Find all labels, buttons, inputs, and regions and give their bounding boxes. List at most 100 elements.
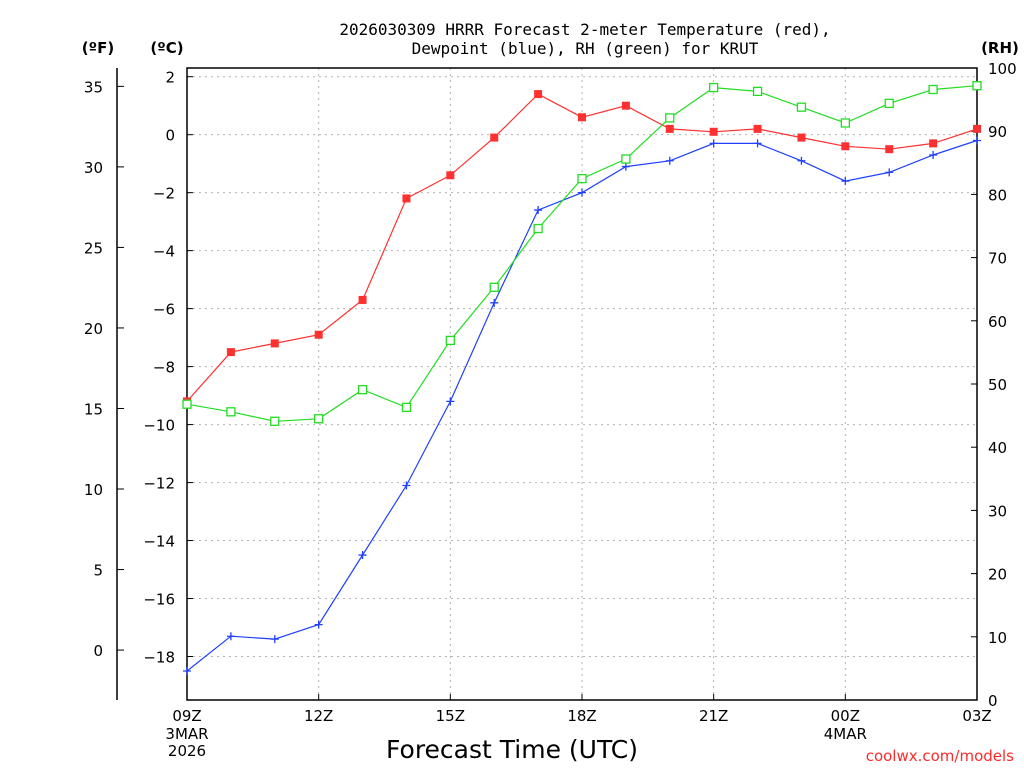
rh-point	[621, 154, 631, 164]
rh-tick-label: 70	[988, 250, 1007, 268]
rh-point	[972, 81, 982, 91]
rh-point	[840, 118, 850, 128]
rh-tick-label: 0	[988, 692, 998, 710]
fahrenheit-tick-label: 20	[84, 320, 103, 338]
fahrenheit-tick-label: 0	[93, 642, 103, 660]
rh-axis: 0 10 20 30 40 50 60 70 80 90 100	[971, 60, 1017, 710]
dewpoint-point	[446, 397, 455, 406]
dewpoint-point	[709, 139, 718, 148]
dewpoint-point	[578, 188, 586, 197]
rh-point	[314, 414, 324, 424]
rh-point	[270, 416, 280, 426]
dewpoint-point	[885, 168, 894, 177]
2-meter-temperature-point	[753, 124, 762, 133]
dewpoint-point	[270, 635, 279, 644]
rh-point	[665, 113, 675, 123]
dewpoint-point	[402, 481, 411, 490]
dewpoint-point	[226, 632, 235, 641]
series-2-meter-temperature	[183, 90, 981, 406]
time-tick-label: 18Z	[567, 707, 596, 725]
rh-point	[709, 82, 719, 93]
rh-tick-label: 80	[988, 186, 1007, 204]
rh-point	[357, 385, 368, 395]
rh-tick-label: 90	[988, 123, 1007, 141]
x-axis-title: Forecast Time (UTC)	[386, 735, 638, 764]
rh-point	[884, 98, 894, 109]
2-meter-temperature-point	[797, 133, 806, 142]
dewpoint-point	[753, 139, 762, 148]
rh-point	[533, 223, 543, 234]
fahrenheit-tick-label: 15	[84, 400, 103, 418]
time-tick-label: 12Z	[304, 707, 333, 725]
celsius-tick-label: −8	[153, 359, 175, 377]
rh-point	[226, 407, 236, 417]
dewpoint-point	[929, 150, 938, 159]
2-meter-temperature-point	[621, 101, 630, 110]
2-meter-temperature-point	[665, 124, 674, 133]
celsius-tick-label: −12	[143, 475, 175, 493]
fahrenheit-tick-label: 5	[93, 562, 103, 580]
series-layer	[182, 81, 982, 676]
celsius-tick-label: −10	[143, 417, 175, 435]
rh-point	[928, 84, 938, 95]
celsius-unit-label: (ºC)	[150, 39, 183, 57]
2-meter-temperature-point	[446, 171, 455, 180]
celsius-tick-label: −2	[153, 185, 175, 203]
celsius-tick-label: −14	[143, 533, 175, 551]
celsius-tick-label: −6	[153, 301, 175, 319]
time-tick-label: 15Z	[436, 707, 465, 725]
dewpoint-point	[841, 177, 850, 186]
rh-tick-label: 60	[988, 313, 1007, 331]
2-meter-temperature-point	[402, 194, 411, 203]
chart-title-line1: 2026030309 HRRR Forecast 2-meter Tempera…	[339, 20, 830, 39]
time-tick-label: 21Z	[699, 707, 728, 725]
fahrenheit-axis: 35 30 25 20 15 10 5 0	[84, 78, 124, 660]
dewpoint-point	[358, 551, 367, 560]
rh-tick-label: 30	[988, 502, 1007, 520]
time-tick-label: 03Z	[962, 707, 991, 725]
2-meter-temperature-point	[270, 339, 279, 348]
rh-point	[577, 173, 587, 184]
year-label: 2026	[168, 742, 206, 760]
rh-tick-label: 40	[988, 439, 1007, 457]
2-meter-temperature-point	[358, 295, 367, 304]
rh-point	[445, 335, 455, 346]
dewpoint-point	[797, 156, 806, 165]
dewpoint-point	[534, 206, 543, 215]
plot-frame	[186, 67, 978, 701]
celsius-axis: 2 0 −2 −4 −6 −8 −10 −12 −14 −16 −18	[143, 69, 193, 667]
rh-point	[796, 102, 807, 112]
rh-tick-label: 10	[988, 629, 1007, 647]
2-meter-temperature-point	[709, 127, 718, 136]
dewpoint-point	[621, 162, 630, 171]
2-meter-temperature-point	[929, 139, 938, 148]
rh-point	[752, 86, 763, 97]
rh-point	[489, 282, 499, 292]
celsius-tick-label: 0	[165, 127, 175, 145]
rh-tick-label: 20	[988, 566, 1007, 584]
grid-lines	[186, 68, 978, 700]
rh-tick-label: 100	[988, 60, 1017, 78]
2-meter-temperature-point	[534, 90, 543, 99]
2-meter-temperature-point	[885, 145, 894, 154]
chart-title-line2: Dewpoint (blue), RH (green) for KRUT	[412, 39, 759, 58]
series-rh	[182, 81, 982, 426]
rh-line	[186, 85, 978, 422]
time-tick-label: 00Z	[831, 707, 860, 725]
credit-text: coolwx.com/models	[866, 747, 1014, 765]
dewpoint-point	[314, 620, 323, 629]
date-label: 4MAR	[824, 725, 867, 743]
2-meter-temperature-point	[226, 348, 235, 357]
time-tick-label: 09Z	[172, 707, 201, 725]
2-meter-temperature-point	[578, 113, 586, 122]
rh-tick-label: 50	[988, 376, 1007, 394]
celsius-tick-label: −4	[153, 243, 175, 261]
dewpoint-point	[490, 298, 499, 307]
celsius-tick-label: −18	[143, 649, 175, 667]
dewpoint-point	[183, 667, 191, 676]
celsius-tick-label: −16	[143, 591, 175, 609]
dewpoint-point	[973, 136, 981, 145]
fahrenheit-tick-label: 25	[84, 239, 103, 257]
fahrenheit-tick-label: 35	[84, 78, 103, 96]
